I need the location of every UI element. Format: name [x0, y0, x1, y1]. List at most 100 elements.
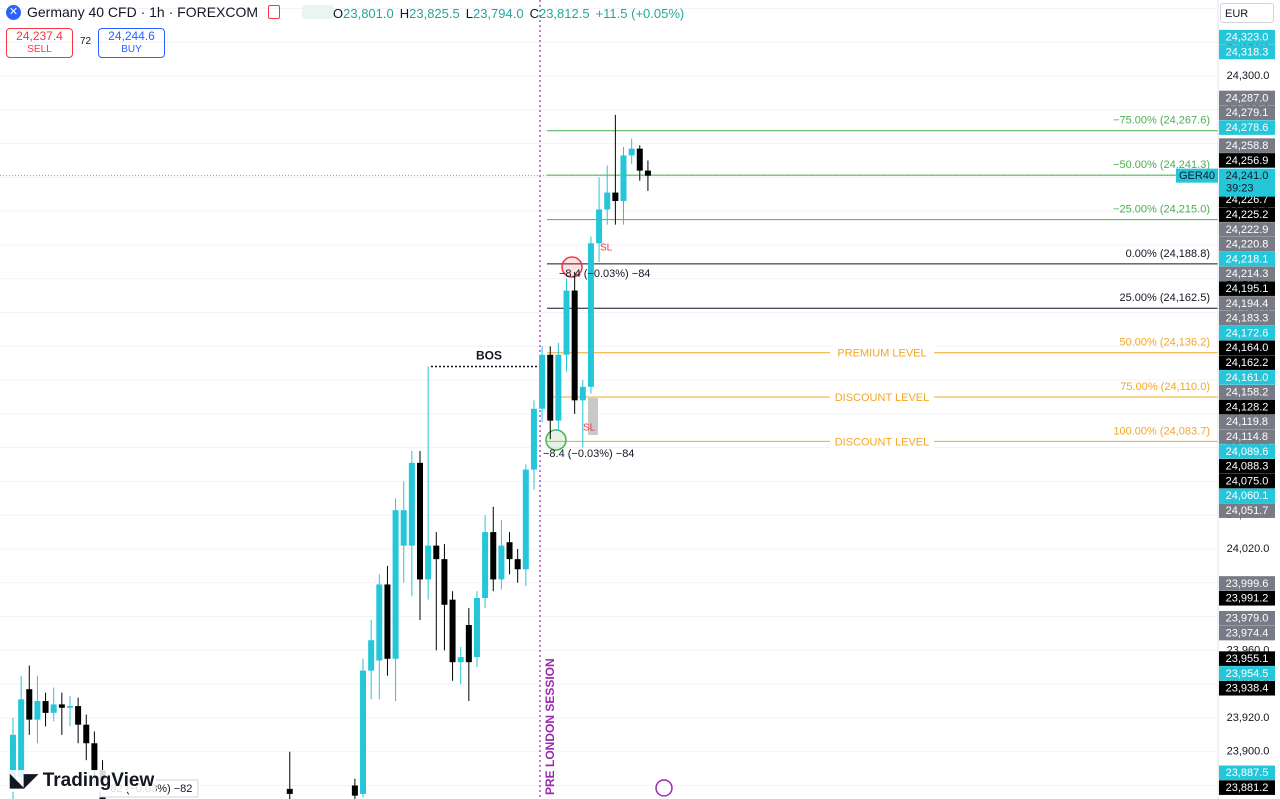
price-label-bg: [1219, 444, 1275, 459]
status-icons[interactable]: [302, 5, 335, 19]
sell-button[interactable]: 24,237.4 SELL: [6, 28, 73, 58]
fib-label: −25.00% (24,215.0): [1113, 204, 1210, 216]
price-label-bg: [1219, 399, 1275, 415]
candle-body: [539, 354, 546, 409]
candle-body: [506, 542, 513, 560]
fib-label: 100.00% (24,083.7): [1113, 425, 1210, 437]
y-tick-label: 24,020.0: [1227, 543, 1270, 555]
stop-zone: [588, 398, 598, 435]
price-label-bg: [1219, 590, 1275, 606]
ohlc-values: O23,801.0 H23,825.5 L23,794.0 C23,812.5 +11.…: [333, 6, 690, 21]
price-label-bg: [1219, 296, 1275, 311]
ohlc-key: C: [529, 6, 539, 21]
symbol-title[interactable]: Germany 40 CFD · 1h · FOREXCOM: [27, 4, 259, 20]
price-label-bg: [1219, 281, 1275, 296]
position-label: −8.4 (−0.03%) −84: [543, 448, 634, 460]
price-label-bg: [1219, 610, 1275, 626]
ohlc-value: 23,794.0: [472, 6, 524, 21]
price-label-bg: [1219, 666, 1275, 681]
price-label: 23,955.1: [1226, 653, 1269, 665]
candle-body: [579, 386, 586, 401]
candle-body: [522, 469, 529, 570]
price-label: 24,088.3: [1226, 461, 1269, 473]
spread: 72: [80, 36, 92, 47]
price-label-bg: [1219, 473, 1275, 489]
candle-body: [514, 559, 521, 570]
logo[interactable]: ◣◤ TradingView: [8, 770, 157, 792]
price-label: 23,979.0: [1226, 613, 1269, 625]
price-label: 24,278.6: [1226, 122, 1269, 134]
stop-label: SL: [600, 243, 613, 254]
candle-body: [384, 584, 391, 659]
price-label-bg: [1219, 153, 1275, 168]
bos-label: BOS: [476, 349, 502, 363]
price-label: 24,220.8: [1226, 239, 1269, 251]
price-label-bg: [1219, 355, 1275, 370]
candle-body: [58, 704, 65, 708]
stop-marker: [561, 256, 583, 278]
candle-body: [587, 243, 594, 387]
price-label-bg: [1219, 651, 1275, 666]
price-label-bg: [1219, 266, 1275, 282]
candle-body: [563, 290, 570, 355]
fib-label: −50.00% (24,241.3): [1113, 159, 1210, 171]
y-tick-label: 23,900.0: [1227, 746, 1270, 758]
price-label: 24,279.1: [1226, 107, 1269, 119]
ohlc-value: 23,812.5: [538, 6, 590, 21]
candle-body: [75, 706, 82, 725]
y-tick-label: 23,920.0: [1227, 712, 1270, 724]
price-label-bg: [1219, 503, 1275, 518]
price-label-bg: [1219, 310, 1275, 326]
candle-body: [10, 734, 16, 786]
candle-body: [620, 155, 627, 202]
flag-icon[interactable]: [268, 5, 281, 19]
price-label: 24,225.2: [1226, 209, 1269, 221]
ohlc-key: H: [399, 6, 410, 21]
candle-body: [18, 699, 25, 778]
price-label-bg: [1219, 44, 1275, 60]
countdown: 39:23: [1226, 183, 1254, 195]
price-label: 24,119.8: [1226, 416, 1268, 428]
zone-label-bg: [830, 389, 934, 404]
zone-label: DISCOUNT LEVEL: [835, 436, 930, 448]
price-label-bg: [1219, 138, 1275, 153]
candle-body: [547, 354, 554, 421]
fib-label: −75.00% (24,267.6): [1113, 115, 1210, 127]
sell-label: SELL: [27, 44, 52, 55]
entry-marker: [545, 429, 567, 451]
y-tick-label: 24,300.0: [1227, 70, 1270, 82]
symbol-tag-label: GER40: [1179, 170, 1215, 182]
candle-body: [490, 532, 497, 580]
price-label: 23,887.5: [1226, 767, 1269, 779]
candle-body: [498, 545, 505, 580]
price-label: 24,161.0: [1226, 372, 1269, 384]
zone-label-bg: [830, 345, 934, 360]
candle-body: [400, 510, 407, 546]
candle-body: [360, 670, 367, 794]
price-label-bg: [1219, 105, 1275, 121]
buy-label: BUY: [121, 44, 142, 55]
buy-button[interactable]: 24,244.6 BUY: [98, 28, 165, 58]
price-label-bg: [1219, 488, 1275, 504]
candle-body: [473, 597, 480, 658]
price-label: 24,051.7: [1226, 505, 1269, 517]
candle-body: [425, 545, 432, 580]
price-label: 24,318.3: [1226, 46, 1269, 58]
last-price-label-bg: [1219, 168, 1275, 197]
candle-body: [50, 704, 57, 713]
symbol-icon[interactable]: ✕: [6, 4, 21, 20]
price-label: 24,172.6: [1226, 327, 1269, 339]
price-label: 24,183.3: [1226, 313, 1269, 325]
price-label-bg: [1219, 414, 1275, 430]
position-label: −8.4 (−0.03%) −84: [559, 268, 650, 280]
price-label-bg: [1219, 251, 1275, 267]
price-label: 24,287.0: [1226, 92, 1269, 104]
candle-body: [83, 724, 90, 744]
ohlc-value: 23,801.0: [343, 6, 394, 21]
price-label-bg: [1219, 370, 1275, 385]
currency-select[interactable]: EUR: [1220, 3, 1274, 23]
price-label: 24,258.8: [1226, 140, 1269, 152]
logo-text: TradingView: [42, 770, 155, 791]
price-label: 24,164.0: [1226, 342, 1269, 354]
